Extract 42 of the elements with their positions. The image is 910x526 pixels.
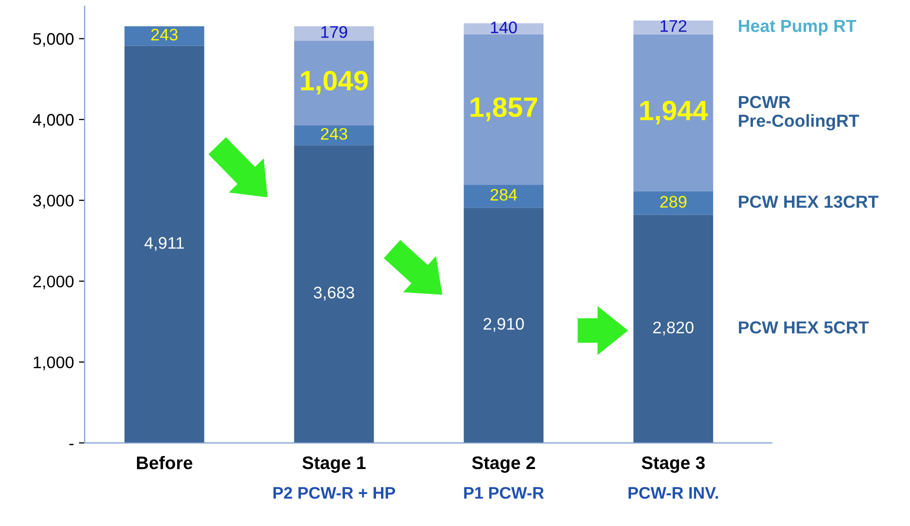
- x-tick-label: Stage 2 P1 PCW-R: [464, 456, 544, 499]
- bar: [633, 214, 714, 443]
- bar: [294, 145, 374, 443]
- series-label: PCW HEX 13CRT: [738, 196, 878, 208]
- data-label: 4,911: [144, 237, 184, 251]
- bar: [464, 208, 544, 443]
- data-label: 1,857: [470, 97, 538, 122]
- x-tick-label: Stage 1 P2 PCW-R + HP: [273, 456, 396, 499]
- bar: [124, 26, 204, 46]
- data-label: 284: [490, 188, 518, 201]
- data-label: 2,910: [484, 318, 524, 332]
- data-label: 3,683: [314, 286, 354, 300]
- y-tick-label: -: [69, 444, 74, 446]
- y-tick-label: 2,000: [33, 276, 74, 290]
- data-label: 1,944: [640, 100, 708, 124]
- bar: [464, 184, 544, 208]
- x-tick-label: Before: [136, 456, 192, 470]
- data-label: 243: [320, 128, 348, 140]
- bar: [633, 192, 714, 215]
- bar: [464, 23, 544, 35]
- y-tick-label: 5,000: [33, 33, 74, 47]
- series-label: Heat Pump RT: [738, 20, 856, 36]
- data-label: 172: [660, 20, 686, 32]
- series-label: PCWR Pre-CoolingRT: [738, 96, 860, 130]
- data-label: 289: [660, 196, 686, 208]
- y-tick-label: 1,000: [34, 356, 74, 370]
- data-label: 140: [491, 22, 517, 34]
- bar: [294, 125, 374, 146]
- bar: [294, 40, 374, 126]
- data-label: 1,049: [301, 70, 368, 95]
- x-tick-label: Stage 3 PCW-R INV.: [628, 456, 718, 499]
- bar: [633, 20, 714, 34]
- data-label: 243: [151, 28, 178, 40]
- series-label: PCW HEX 5CRT: [738, 321, 869, 334]
- bar: [633, 34, 714, 192]
- bar: [124, 46, 204, 443]
- bar: [294, 26, 374, 41]
- bar: [464, 34, 544, 185]
- y-tick-label: 4,000: [32, 114, 74, 128]
- data-label: 2,820: [653, 322, 694, 336]
- y-tick-label: 3,000: [33, 194, 74, 209]
- data-label: 179: [321, 26, 348, 38]
